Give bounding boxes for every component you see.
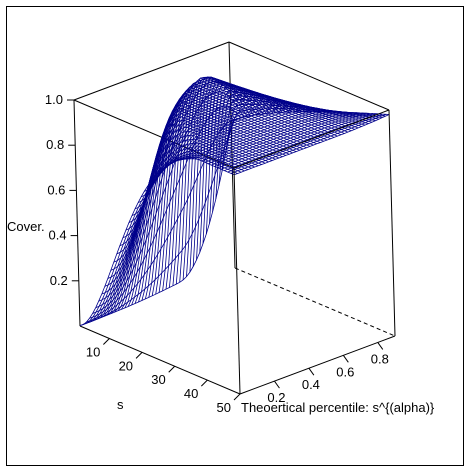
mesh-line-alpha <box>97 146 252 320</box>
box-edge <box>233 167 241 395</box>
alpha-tick <box>377 342 384 350</box>
mesh-line-alpha <box>221 99 379 172</box>
s-tick-label: 50 <box>217 400 231 415</box>
alpha-tick-label: 0.8 <box>371 351 389 366</box>
box-edge <box>228 41 390 111</box>
box-edge <box>239 335 396 395</box>
mesh-line-alpha <box>110 130 266 314</box>
s-tick <box>233 393 241 401</box>
mesh-line-alpha <box>120 120 276 310</box>
s-tick-label: 20 <box>119 358 133 373</box>
mesh-line-alpha <box>107 134 262 316</box>
mesh-line-alpha <box>169 85 324 288</box>
alpha-axis-label: Theoertical percentile: s^{(alpha)} <box>241 400 435 415</box>
mesh-line-s <box>207 112 364 165</box>
z-tick-label: 0.8 <box>46 137 64 152</box>
mesh-line-s <box>204 112 361 163</box>
alpha-tick-label: 0.6 <box>336 364 354 379</box>
mesh-line-s <box>227 113 383 173</box>
box-edge <box>388 109 396 337</box>
s-tick-label: 10 <box>86 344 100 359</box>
z-axis-label: Cover. <box>7 219 45 234</box>
mesh-line-s <box>217 113 374 169</box>
box-edge <box>73 99 81 327</box>
box-edge-hidden <box>234 267 396 337</box>
z-tick-label: 0.6 <box>47 182 65 197</box>
top-clip <box>0 0 472 6</box>
mesh-line-alpha <box>151 95 307 296</box>
mesh-line-alpha <box>230 111 390 124</box>
mesh-line-alpha <box>145 99 300 299</box>
z-tick-label: 1.0 <box>45 92 63 107</box>
s-tick <box>200 379 208 387</box>
alpha-tick-label: 0.2 <box>267 390 285 405</box>
mesh-line-s <box>175 106 332 162</box>
s-axis-label: s <box>117 397 124 412</box>
mesh-line-s <box>188 110 344 160</box>
mesh-line-alpha <box>192 76 348 267</box>
mesh-line-s <box>86 118 238 323</box>
mesh-line-s <box>211 112 367 166</box>
mesh-line-alpha <box>215 90 373 200</box>
mesh-line-alpha <box>138 105 293 303</box>
mesh-line-s <box>230 113 387 174</box>
s-tick-label: 40 <box>184 386 198 401</box>
mesh-line-s <box>92 91 245 314</box>
z-tick-label: 0.4 <box>49 228 67 243</box>
z-tick-label: 0.2 <box>50 273 68 288</box>
box-edge <box>233 109 390 169</box>
mesh-line-alpha <box>155 93 311 295</box>
mesh-line-s <box>191 111 348 160</box>
mesh-line-alpha <box>148 97 304 298</box>
mesh-line-alpha <box>100 142 255 319</box>
mesh-line-s <box>201 112 357 162</box>
mesh-line-alpha <box>218 94 376 186</box>
mesh-line-alpha <box>227 108 386 141</box>
mesh-line-s <box>79 123 232 326</box>
box-edge <box>79 325 241 395</box>
alpha-tick <box>342 355 349 363</box>
mesh-line-alpha <box>127 113 283 307</box>
plot-frame <box>6 6 464 466</box>
surface-mesh <box>79 76 390 326</box>
mesh-line-s <box>214 113 370 167</box>
mesh-line-s <box>234 114 390 176</box>
s-tick <box>135 352 143 359</box>
mesh-line-alpha <box>165 86 321 290</box>
axes: 0.2 0.4 0.6 0.8 1.0 10 20 30 40 50 0.2 0.4 0.6 0.8 <box>45 92 389 415</box>
mesh-line-alpha <box>141 102 297 301</box>
alpha-tick <box>308 367 315 376</box>
mesh-line-s <box>194 111 351 160</box>
alpha-tick <box>274 380 280 389</box>
box-front-edges <box>228 41 396 395</box>
mesh-line-s <box>220 113 377 170</box>
mesh-line-alpha <box>189 76 345 273</box>
s-tick-label: 30 <box>151 372 165 387</box>
mesh-line-alpha <box>103 138 259 317</box>
mesh-line-alpha <box>172 83 328 286</box>
s-tick <box>168 365 176 373</box>
mesh-line-alpha <box>124 116 280 309</box>
s-tick <box>103 338 110 345</box>
box-edge <box>73 41 230 101</box>
mesh-line-alpha <box>117 123 273 312</box>
mesh-line-alpha <box>162 89 317 291</box>
alpha-tick-label: 0.4 <box>302 377 320 392</box>
mesh-line-s <box>224 113 380 171</box>
mesh-line-alpha <box>224 104 383 157</box>
